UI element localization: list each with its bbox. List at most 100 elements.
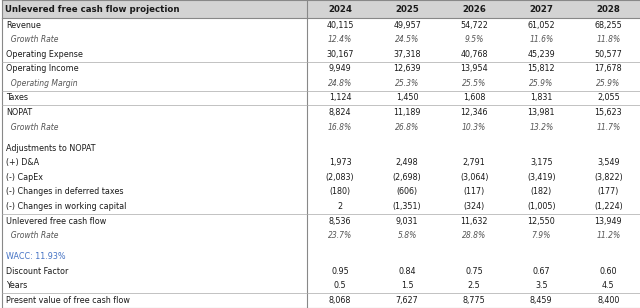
Text: Unlevered free cash flow: Unlevered free cash flow <box>6 217 106 225</box>
Text: 2,791: 2,791 <box>463 158 486 167</box>
Text: 23.7%: 23.7% <box>328 231 352 240</box>
Text: 12,550: 12,550 <box>527 217 555 225</box>
Text: 28.8%: 28.8% <box>462 231 486 240</box>
Text: 12,346: 12,346 <box>461 108 488 117</box>
Text: 0.60: 0.60 <box>600 267 617 276</box>
Text: Present value of free cash flow: Present value of free cash flow <box>6 296 130 305</box>
Text: 12,639: 12,639 <box>394 64 421 73</box>
Text: WACC: 11.93%: WACC: 11.93% <box>6 252 65 261</box>
Text: (3,822): (3,822) <box>594 173 623 182</box>
Text: 25.5%: 25.5% <box>462 79 486 88</box>
Text: 0.75: 0.75 <box>465 267 483 276</box>
Text: 0.5: 0.5 <box>334 281 346 290</box>
Text: 0.95: 0.95 <box>332 267 349 276</box>
Text: 61,052: 61,052 <box>527 21 555 30</box>
Text: Growth Rate: Growth Rate <box>6 231 58 240</box>
Text: (2,698): (2,698) <box>393 173 422 182</box>
Text: 24.5%: 24.5% <box>395 35 419 44</box>
Text: (3,419): (3,419) <box>527 173 556 182</box>
Text: (180): (180) <box>330 187 351 197</box>
Text: 11,189: 11,189 <box>394 108 421 117</box>
Text: Adjustments to NOPAT: Adjustments to NOPAT <box>6 144 95 153</box>
Text: 54,722: 54,722 <box>460 21 488 30</box>
Text: 15,623: 15,623 <box>595 108 622 117</box>
Text: Operating Expense: Operating Expense <box>6 50 83 59</box>
Text: (-) Changes in deferred taxes: (-) Changes in deferred taxes <box>6 187 124 197</box>
Text: 2027: 2027 <box>529 5 554 14</box>
Text: 11,632: 11,632 <box>461 217 488 225</box>
Text: (2,083): (2,083) <box>326 173 355 182</box>
Text: Taxes: Taxes <box>6 93 28 103</box>
Text: 50,577: 50,577 <box>595 50 622 59</box>
Text: 1,973: 1,973 <box>329 158 351 167</box>
Text: 0.84: 0.84 <box>399 267 416 276</box>
Text: (117): (117) <box>463 187 485 197</box>
Text: (1,224): (1,224) <box>594 202 623 211</box>
Text: 2,498: 2,498 <box>396 158 419 167</box>
Text: 16.8%: 16.8% <box>328 123 352 132</box>
Text: (324): (324) <box>463 202 485 211</box>
Text: 1,608: 1,608 <box>463 93 485 103</box>
Text: 4.5: 4.5 <box>602 281 614 290</box>
Text: 25.3%: 25.3% <box>395 79 419 88</box>
Text: 10.3%: 10.3% <box>462 123 486 132</box>
Text: 68,255: 68,255 <box>595 21 622 30</box>
Text: 30,167: 30,167 <box>326 50 354 59</box>
Text: 7.9%: 7.9% <box>532 231 551 240</box>
Text: 40,768: 40,768 <box>461 50 488 59</box>
Text: 1,450: 1,450 <box>396 93 419 103</box>
Text: 15,812: 15,812 <box>527 64 555 73</box>
Text: (-) Changes in working capital: (-) Changes in working capital <box>6 202 126 211</box>
Text: (1,005): (1,005) <box>527 202 556 211</box>
Text: 2024: 2024 <box>328 5 352 14</box>
Text: 1,831: 1,831 <box>530 93 552 103</box>
Text: 9.5%: 9.5% <box>465 35 484 44</box>
Text: 1.5: 1.5 <box>401 281 413 290</box>
Text: 11.6%: 11.6% <box>529 35 554 44</box>
Text: 9,031: 9,031 <box>396 217 419 225</box>
Text: Growth Rate: Growth Rate <box>6 123 58 132</box>
Text: 49,957: 49,957 <box>393 21 421 30</box>
Text: 7,627: 7,627 <box>396 296 419 305</box>
Text: 2: 2 <box>337 202 342 211</box>
Text: (+) D&A: (+) D&A <box>6 158 39 167</box>
Text: 13.2%: 13.2% <box>529 123 554 132</box>
Text: (1,351): (1,351) <box>393 202 422 211</box>
Text: 45,239: 45,239 <box>527 50 555 59</box>
Text: 13,949: 13,949 <box>595 217 622 225</box>
Text: 37,318: 37,318 <box>394 50 421 59</box>
Text: 8,459: 8,459 <box>530 296 552 305</box>
Text: 26.8%: 26.8% <box>395 123 419 132</box>
Text: 5.8%: 5.8% <box>397 231 417 240</box>
Text: 8,824: 8,824 <box>329 108 351 117</box>
Text: 40,115: 40,115 <box>326 21 354 30</box>
Text: 17,678: 17,678 <box>595 64 622 73</box>
Text: 2025: 2025 <box>396 5 419 14</box>
Text: NOPAT: NOPAT <box>6 108 32 117</box>
Text: 25.9%: 25.9% <box>529 79 554 88</box>
Text: Discount Factor: Discount Factor <box>6 267 68 276</box>
Text: (177): (177) <box>598 187 619 197</box>
Bar <box>2 0 640 18</box>
Text: 11.8%: 11.8% <box>596 35 621 44</box>
Text: 9,949: 9,949 <box>329 64 351 73</box>
Text: 3.5: 3.5 <box>535 281 548 290</box>
Text: 8,536: 8,536 <box>329 217 351 225</box>
Text: 12.4%: 12.4% <box>328 35 352 44</box>
Text: (3,064): (3,064) <box>460 173 488 182</box>
Text: (606): (606) <box>397 187 418 197</box>
Text: (182): (182) <box>531 187 552 197</box>
Text: Operating Margin: Operating Margin <box>6 79 77 88</box>
Text: 13,954: 13,954 <box>460 64 488 73</box>
Text: Growth Rate: Growth Rate <box>6 35 58 44</box>
Text: 13,981: 13,981 <box>527 108 555 117</box>
Text: Unlevered free cash flow projection: Unlevered free cash flow projection <box>5 5 180 14</box>
Text: 11.2%: 11.2% <box>596 231 621 240</box>
Text: 25.9%: 25.9% <box>596 79 621 88</box>
Text: 1,124: 1,124 <box>329 93 351 103</box>
Text: Years: Years <box>6 281 27 290</box>
Text: 3,175: 3,175 <box>530 158 552 167</box>
Text: 11.7%: 11.7% <box>596 123 621 132</box>
Text: 8,068: 8,068 <box>329 296 351 305</box>
Text: Revenue: Revenue <box>6 21 40 30</box>
